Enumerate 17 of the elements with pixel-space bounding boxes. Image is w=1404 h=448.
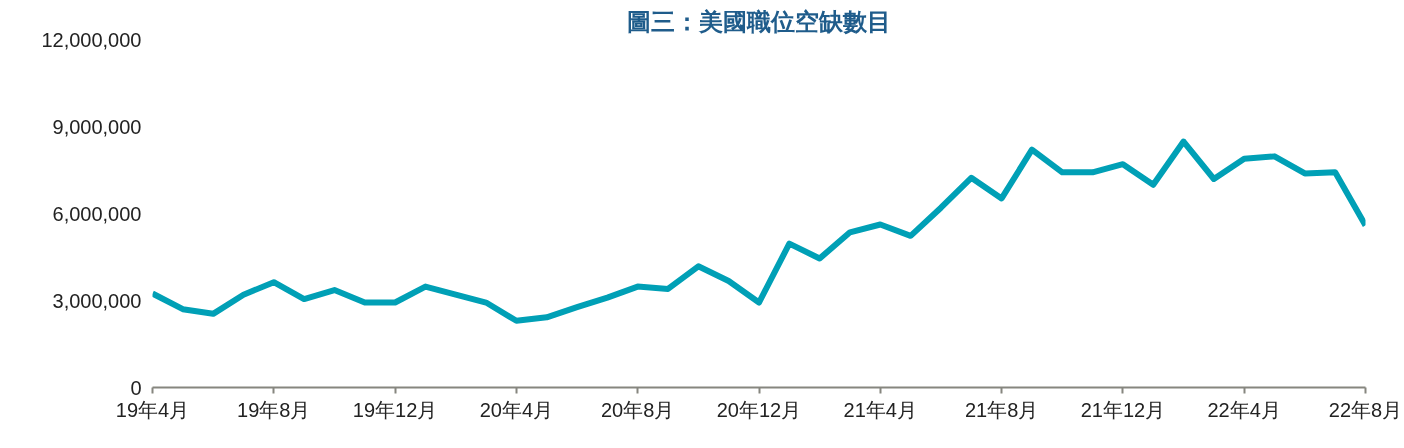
x-tick-label: 21年4月 xyxy=(843,398,917,421)
y-tick-label: 12,000,000 xyxy=(41,28,142,51)
y-tick-label: 0 xyxy=(130,376,142,399)
x-tick-label: 22年8月 xyxy=(1328,398,1403,421)
x-tick-label: 21年12月 xyxy=(1080,398,1166,421)
x-tick-label: 21年8月 xyxy=(964,398,1039,421)
x-tick-label: 20年8月 xyxy=(601,398,675,421)
x-tick-label: 19年8月 xyxy=(237,398,311,421)
y-tick-label: 3,000,000 xyxy=(52,289,142,312)
x-tick-label: 22年4月 xyxy=(1207,398,1281,421)
x-tick-label: 19年12月 xyxy=(352,398,438,421)
x-tick-label: 19年4月 xyxy=(115,398,190,421)
x-tick-label: 20年4月 xyxy=(479,398,554,421)
chart-title: 圖三：美國職位空缺數目 xyxy=(627,7,891,35)
y-tick-label: 9,000,000 xyxy=(52,115,142,138)
y-tick-label: 6,000,000 xyxy=(52,202,142,225)
x-tick-label: 20年12月 xyxy=(716,398,802,421)
